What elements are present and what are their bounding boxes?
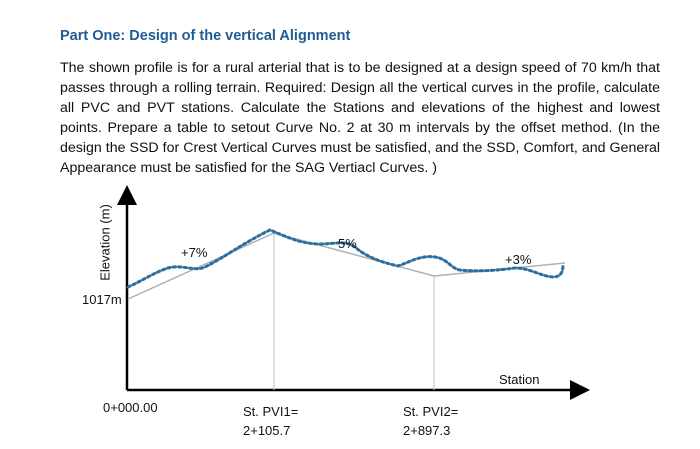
pvi1-label: St. PVI1=: [243, 404, 299, 419]
x-axis-label: Station: [499, 372, 540, 387]
start-station-label: 0+000.00: [103, 400, 158, 415]
pvi2-station: 2+897.3: [403, 423, 451, 438]
pvi1-station: 2+105.7: [243, 423, 291, 438]
grade-3-label: +3%: [505, 252, 532, 267]
pvi2-label: St. PVI2=: [403, 404, 459, 419]
ground-profile: [126, 228, 565, 289]
problem-statement: The shown profile is for a rural arteria…: [60, 60, 660, 176]
y-axis-label: Elevation (m): [97, 204, 113, 281]
page-title: Part One: Design of the vertical Alignme…: [60, 28, 351, 44]
start-elevation-label: 1017m: [82, 292, 122, 307]
grade-1-label: +7%: [181, 245, 208, 260]
grade-2-label: 5%: [338, 236, 357, 251]
